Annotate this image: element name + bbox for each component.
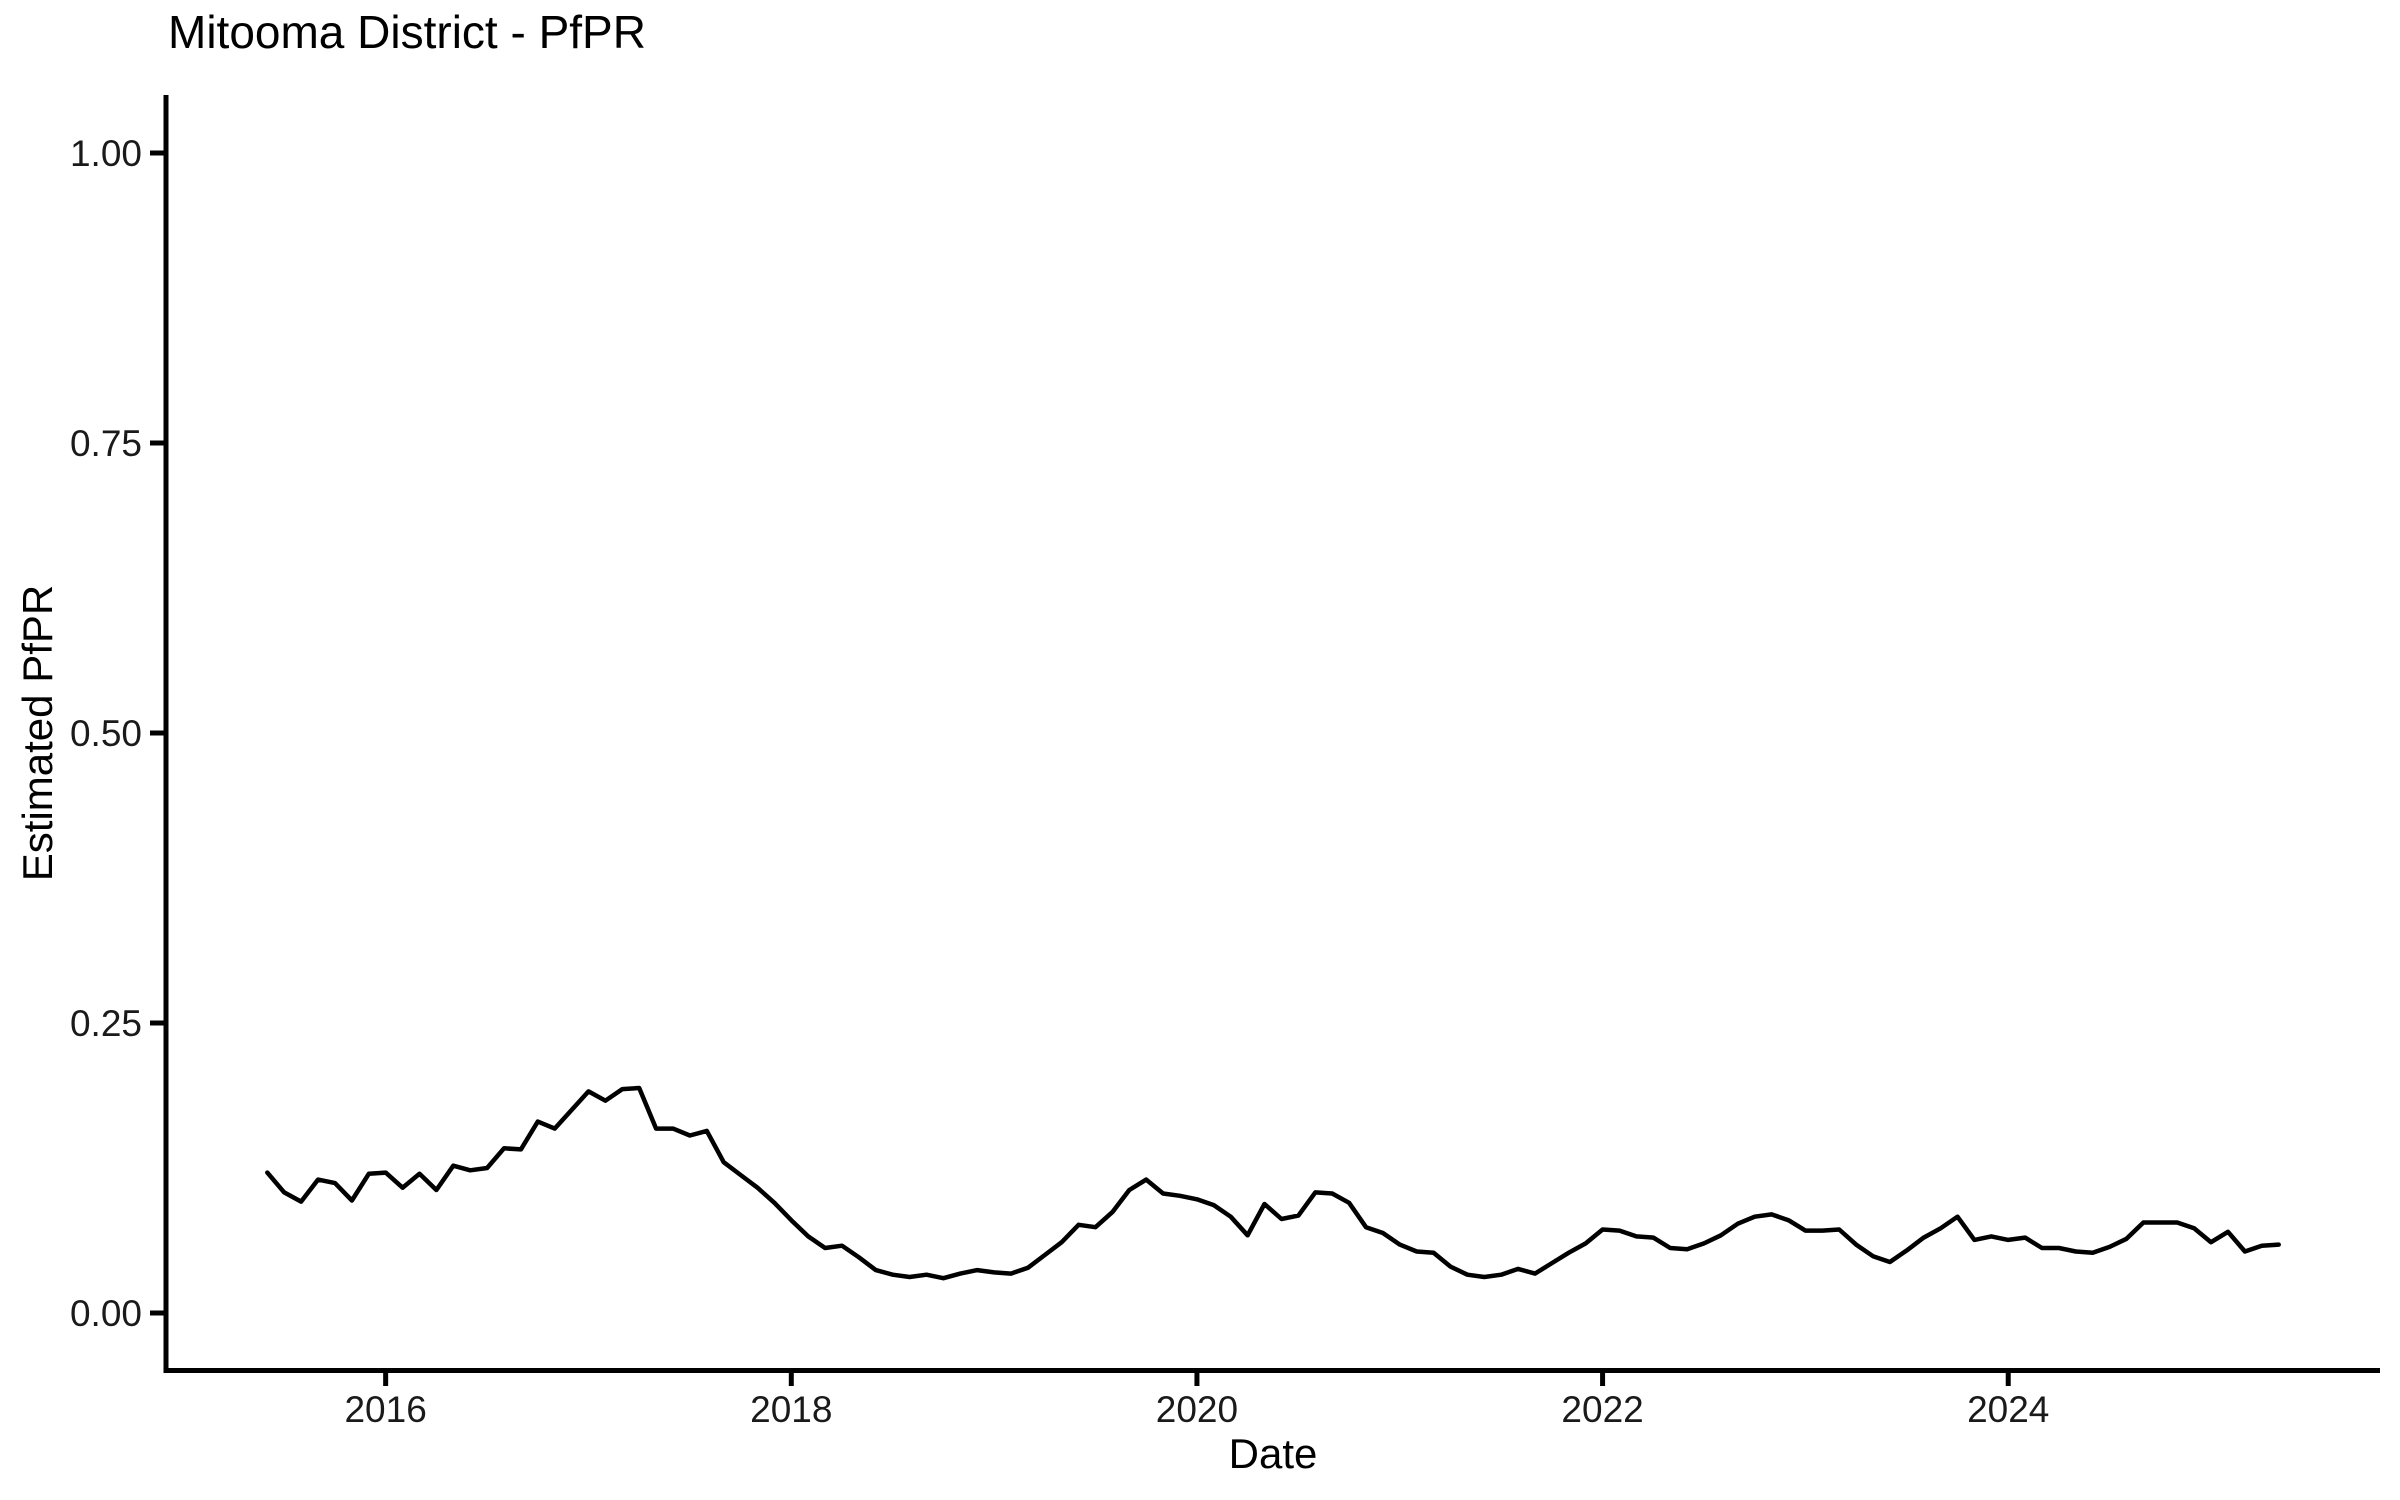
x-tick-label: 2020 xyxy=(1156,1389,1238,1430)
pfpr-data-line xyxy=(265,1085,2281,1281)
y-tick-label: 0.00 xyxy=(70,1293,142,1334)
chart-title: Mitooma District - PfPR xyxy=(168,6,646,58)
y-tick-label: 0.50 xyxy=(70,713,142,754)
x-axis-ticks: 2016 2018 2020 2022 2024 xyxy=(344,1371,2049,1430)
x-tick-label: 2018 xyxy=(750,1389,832,1430)
y-axis-ticks: 0.00 0.25 0.50 0.75 1.00 xyxy=(70,133,166,1334)
y-axis-title: Estimated PfPR xyxy=(14,585,61,881)
x-tick-label: 2022 xyxy=(1561,1389,1643,1430)
y-tick-label: 1.00 xyxy=(70,133,142,174)
x-axis-title: Date xyxy=(1229,1430,1318,1477)
y-tick-label: 0.25 xyxy=(70,1003,142,1044)
x-tick-label: 2024 xyxy=(1967,1389,2049,1430)
x-tick-label: 2016 xyxy=(344,1389,426,1430)
y-tick-label: 0.75 xyxy=(70,423,142,464)
series-group xyxy=(265,1085,2281,1281)
